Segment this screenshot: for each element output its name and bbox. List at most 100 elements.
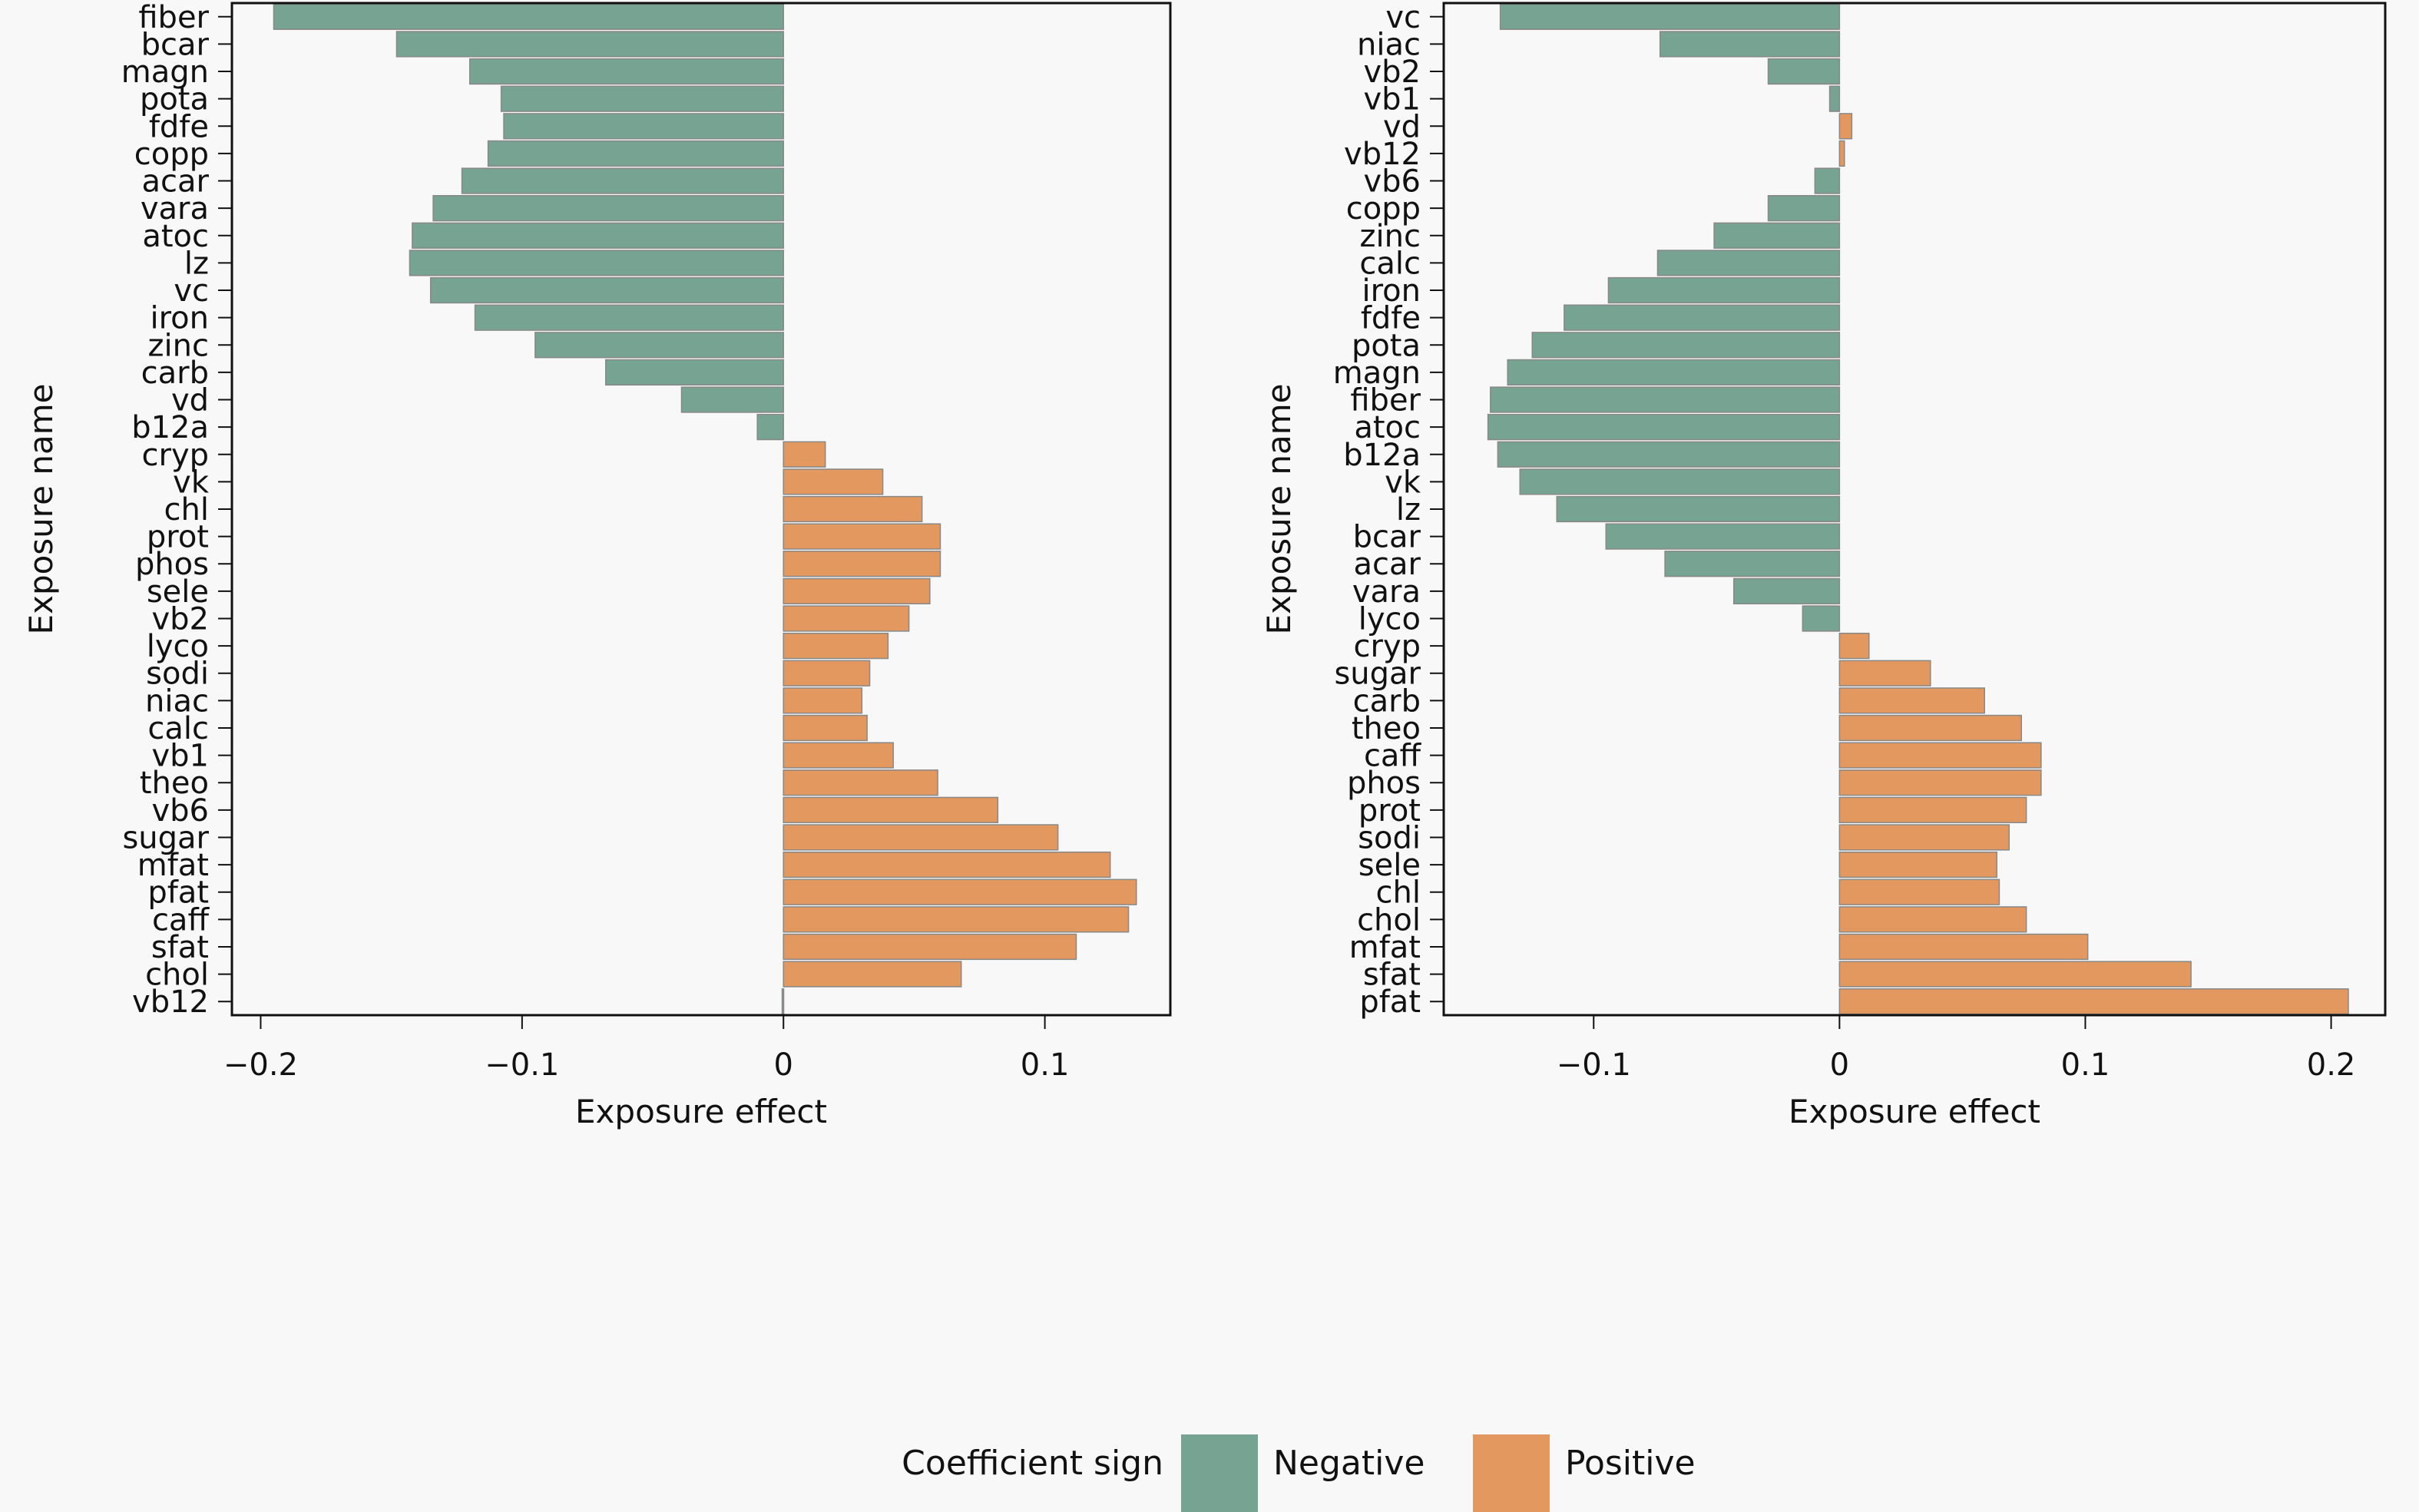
bar-copp <box>1767 195 1841 222</box>
y-tick-label: acar <box>1354 547 1421 582</box>
plot-frame <box>1442 2 2387 1017</box>
y-tick-label: magn <box>121 55 209 90</box>
bar-iron <box>474 304 784 331</box>
bar-zinc <box>1713 222 1841 249</box>
y-tick-label: b12a <box>1343 438 1421 473</box>
y-tick-label: sugar <box>1334 657 1421 692</box>
y-tick-label: vb6 <box>1363 164 1421 200</box>
y-tick-label: sfat <box>151 930 209 965</box>
bar-mfat <box>783 851 1111 878</box>
y-tick-label: calc <box>147 711 209 746</box>
y-tick-label: phos <box>135 547 209 582</box>
bar-phos <box>1838 769 2042 796</box>
bar-vara <box>1732 577 1841 605</box>
y-tick-label: chol <box>145 958 209 993</box>
y-tick-label: acar <box>142 164 210 200</box>
bar-mfat <box>1838 933 2089 961</box>
y-tick-label: vd <box>171 383 209 419</box>
y-tick-label: fiber <box>1350 383 1421 419</box>
bar-vd <box>680 386 784 413</box>
y-tick-label: carb <box>1353 683 1421 719</box>
y-tick-label: mfat <box>137 848 209 883</box>
bar-atoc <box>1487 413 1841 441</box>
y-tick-label: prot <box>1358 793 1421 829</box>
bar-niac <box>783 687 863 714</box>
bar-iron <box>1607 276 1841 304</box>
bar-carb <box>1838 687 1985 714</box>
y-tick-label: theo <box>1352 711 1421 746</box>
y-tick-label: vb12 <box>132 984 209 1020</box>
y-tick-label: chl <box>164 492 209 528</box>
bar-lyco <box>783 632 889 660</box>
y-tick-label: vara <box>1352 574 1421 610</box>
bar-sodi <box>783 660 871 687</box>
bar-lyco <box>1802 605 1841 632</box>
bar-prot <box>1838 796 2027 823</box>
bar-vb12 <box>1838 140 1845 167</box>
y-tick-label: calc <box>1359 246 1421 281</box>
bar-acar <box>1664 551 1841 577</box>
legend: Coefficient sign Negative Positive <box>902 1434 1696 1512</box>
legend-swatch-negative <box>1181 1434 1258 1512</box>
y-axis-title: Exposure name <box>1260 384 1298 635</box>
bar-theo <box>783 769 938 796</box>
bar-magn <box>1507 359 1841 386</box>
y-tick-label: sele <box>1358 848 1421 883</box>
bar-zinc <box>534 332 784 359</box>
x-tick-label: −0.1 <box>1557 1047 1631 1083</box>
y-tick-label: fdfe <box>1361 301 1421 336</box>
y-tick-label: sodi <box>1358 820 1421 855</box>
x-tick-label: −0.1 <box>485 1047 559 1083</box>
bar-vb6 <box>1814 167 1841 194</box>
bar-pota <box>1531 332 1841 359</box>
bar-cryp <box>1838 632 1870 660</box>
x-tick-label: 0 <box>773 1047 793 1083</box>
bar-pfat <box>783 878 1137 905</box>
bar-bcar <box>395 31 784 58</box>
y-tick-label: sfat <box>1363 958 1421 993</box>
bar-sugar <box>1838 660 1931 687</box>
y-tick-label: copp <box>134 137 209 172</box>
y-tick-label: phos <box>1347 766 1421 801</box>
bar-vk <box>783 468 884 495</box>
legend-label-negative: Negative <box>1273 1444 1425 1483</box>
y-tick-label: caff <box>152 902 210 938</box>
bar-niac <box>1659 31 1841 58</box>
x-tick-label: 0.1 <box>2061 1047 2110 1083</box>
bar-vc <box>429 276 784 304</box>
y-tick-label: vb12 <box>1344 137 1421 172</box>
bar-calc <box>1656 250 1841 276</box>
y-tick-label: chl <box>1376 875 1421 911</box>
y-tick-label: vc <box>1385 0 1421 35</box>
legend-title: Coefficient sign <box>902 1444 1163 1483</box>
bar-pfat <box>1838 988 2349 1015</box>
y-tick-label: theo <box>140 766 209 801</box>
bar-vara <box>432 195 784 222</box>
y-tick-label: prot <box>147 520 209 555</box>
y-tick-label: lyco <box>147 629 209 664</box>
bar-chl <box>783 495 923 523</box>
y-tick-label: pota <box>1352 328 1421 363</box>
y-tick-label: pota <box>140 82 209 117</box>
bar-vb2 <box>783 605 910 632</box>
bar-caff <box>783 906 1130 933</box>
bar-lz <box>1556 495 1841 523</box>
y-tick-label: vb2 <box>1363 55 1421 90</box>
legend-swatch-positive <box>1473 1434 1550 1512</box>
bar-vd <box>1838 113 1853 140</box>
plot-frame <box>230 2 1172 1017</box>
y-tick-label: atoc <box>142 219 209 254</box>
bar-sodi <box>1838 824 2010 851</box>
x-tick-label: −0.2 <box>223 1047 298 1083</box>
y-tick-label: bcar <box>141 27 210 62</box>
bar-fdfe <box>503 113 784 140</box>
bar-vk <box>1519 468 1841 495</box>
y-tick-label: vb1 <box>1363 82 1421 117</box>
bar-prot <box>783 523 941 550</box>
y-tick-label: mfat <box>1349 930 1421 965</box>
right-panel: vcniacvb2vb1vdvb12vb6coppzinccalcironfdf… <box>1260 0 2387 1130</box>
bar-theo <box>1838 714 2022 742</box>
y-tick-label: iron <box>1362 273 1421 309</box>
y-axis-title: Exposure name <box>22 384 60 635</box>
bar-carb <box>605 359 784 386</box>
